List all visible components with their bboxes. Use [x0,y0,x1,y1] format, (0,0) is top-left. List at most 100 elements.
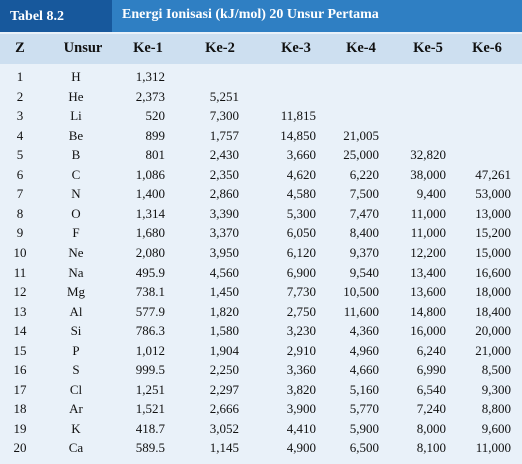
ionization-energy: 10,500 [343,284,379,300]
atomic-number: 4 [16,127,24,143]
ionization-energy: 53,000 [475,186,511,202]
ionization-energy: 12,200 [410,244,446,260]
atomic-number: 7 [16,186,24,202]
ionization-energy: 4,580 [286,186,316,202]
element-symbol: S [72,362,80,378]
atomic-number: 9 [16,225,24,241]
ionization-energy: 8,800 [481,401,511,417]
ionization-energy: 9,300 [481,381,511,397]
ionization-energy: 6,900 [286,264,316,280]
column-header: Ke-4 [346,40,376,56]
ionization-energy: 1,521 [135,401,165,417]
atomic-number: 13 [13,303,27,319]
ionization-energy: 6,050 [286,225,316,241]
ionization-energy: 1,086 [135,166,165,182]
atomic-number: 15 [13,342,27,358]
ionization-energy: 738.1 [135,284,165,300]
element-symbol: Si [70,323,82,339]
ionization-energy: 5,251 [209,88,239,104]
atomic-number: 14 [13,323,27,339]
ionization-energy: 4,900 [286,440,316,456]
element-symbol: F [72,225,80,241]
atomic-number: 5 [16,147,24,163]
element-symbol: Cl [69,381,83,397]
column-header: Ke-5 [413,40,443,56]
element-symbol: C [71,166,81,182]
ionization-energy: 4,660 [349,362,379,378]
ionization-energy: 1,820 [209,303,239,319]
ionization-energy: 9,540 [349,264,379,280]
atomic-number: 11 [13,264,27,280]
ionization-energy: 1,680 [135,225,165,241]
ionization-energy: 9,370 [349,244,379,260]
ionization-energy: 3,820 [286,381,316,397]
ionization-energy: 9,400 [416,186,446,202]
ionization-energy: 7,300 [209,108,239,124]
atomic-number: 18 [13,401,27,417]
atomic-number: 16 [13,362,27,378]
element-symbol: Mg [66,284,86,300]
ionization-energy: 1,145 [209,440,239,456]
column-header: Ke-6 [472,40,502,56]
ionization-energy: 21,005 [343,127,379,143]
column-header: Z [15,40,25,56]
ionization-energy: 8,000 [416,420,446,436]
ionization-energy: 2,430 [209,147,239,163]
column-header: Ke-2 [205,40,235,56]
ionization-energy: 2,297 [209,381,239,397]
element-symbol: Ne [68,244,84,260]
ionization-energy: 6,990 [416,362,446,378]
ionization-energy: 14,850 [280,127,316,143]
ionization-energy: 21,000 [475,342,511,358]
ionization-energy: 13,400 [410,264,446,280]
ionization-energy: 2,666 [209,401,239,417]
ionization-energy: 8,400 [349,225,379,241]
element-symbol: He [68,88,84,104]
element-symbol: Al [69,303,83,319]
atomic-number: 19 [13,420,27,436]
table-title: Energi Ionisasi (kJ/mol) 20 Unsur Pertam… [122,7,379,22]
ionization-energy: 11,815 [280,108,316,124]
ionization-energy: 25,000 [343,147,379,163]
ionization-energy: 3,230 [286,323,316,339]
ionization-energy: 47,261 [475,166,511,182]
ionization-energy: 2,910 [286,342,316,358]
ionization-energy: 2,750 [286,303,316,319]
ionization-energy: 786.3 [135,323,165,339]
ionization-energy: 999.5 [135,362,165,378]
ionization-energy: 3,950 [209,244,239,260]
atomic-number: 10 [13,244,27,260]
atomic-number: 8 [16,205,24,221]
ionization-energy: 32,820 [410,147,446,163]
ionization-energy: 38,000 [410,166,446,182]
ionization-energy: 11,000 [475,440,511,456]
table-number: Tabel 8.2 [0,0,112,32]
element-symbol: Na [68,264,84,280]
ionization-energy: 3,370 [209,225,239,241]
ionization-energy: 9,600 [481,420,511,436]
ionization-energy: 495.9 [135,264,165,280]
ionization-energy: 1,450 [209,284,239,300]
ionization-energy: 801 [145,147,166,163]
atomic-number: 3 [16,108,24,124]
ionization-energy: 5,300 [286,205,316,221]
ionization-energy: 4,620 [286,166,316,182]
ionization-energy: 1,012 [135,342,165,358]
ionization-energy: 7,500 [349,186,379,202]
atomic-number: 6 [16,166,24,182]
ionization-energy: 13,000 [475,205,511,221]
element-symbol: P [72,342,80,358]
element-symbol: Ca [68,440,84,456]
ionization-energy: 11,000 [410,205,446,221]
ionization-energy: 18,000 [475,284,511,300]
ionization-energy: 6,540 [416,381,446,397]
ionization-energy: 16,000 [410,323,446,339]
ionization-energy: 1,757 [209,127,239,143]
ionization-energy: 3,390 [209,205,239,221]
atomic-number: 17 [13,381,27,397]
element-symbol: Be [68,127,84,143]
ionization-energy: 1,251 [135,381,165,397]
ionization-energy: 11,000 [410,225,446,241]
element-symbol: K [71,420,81,436]
